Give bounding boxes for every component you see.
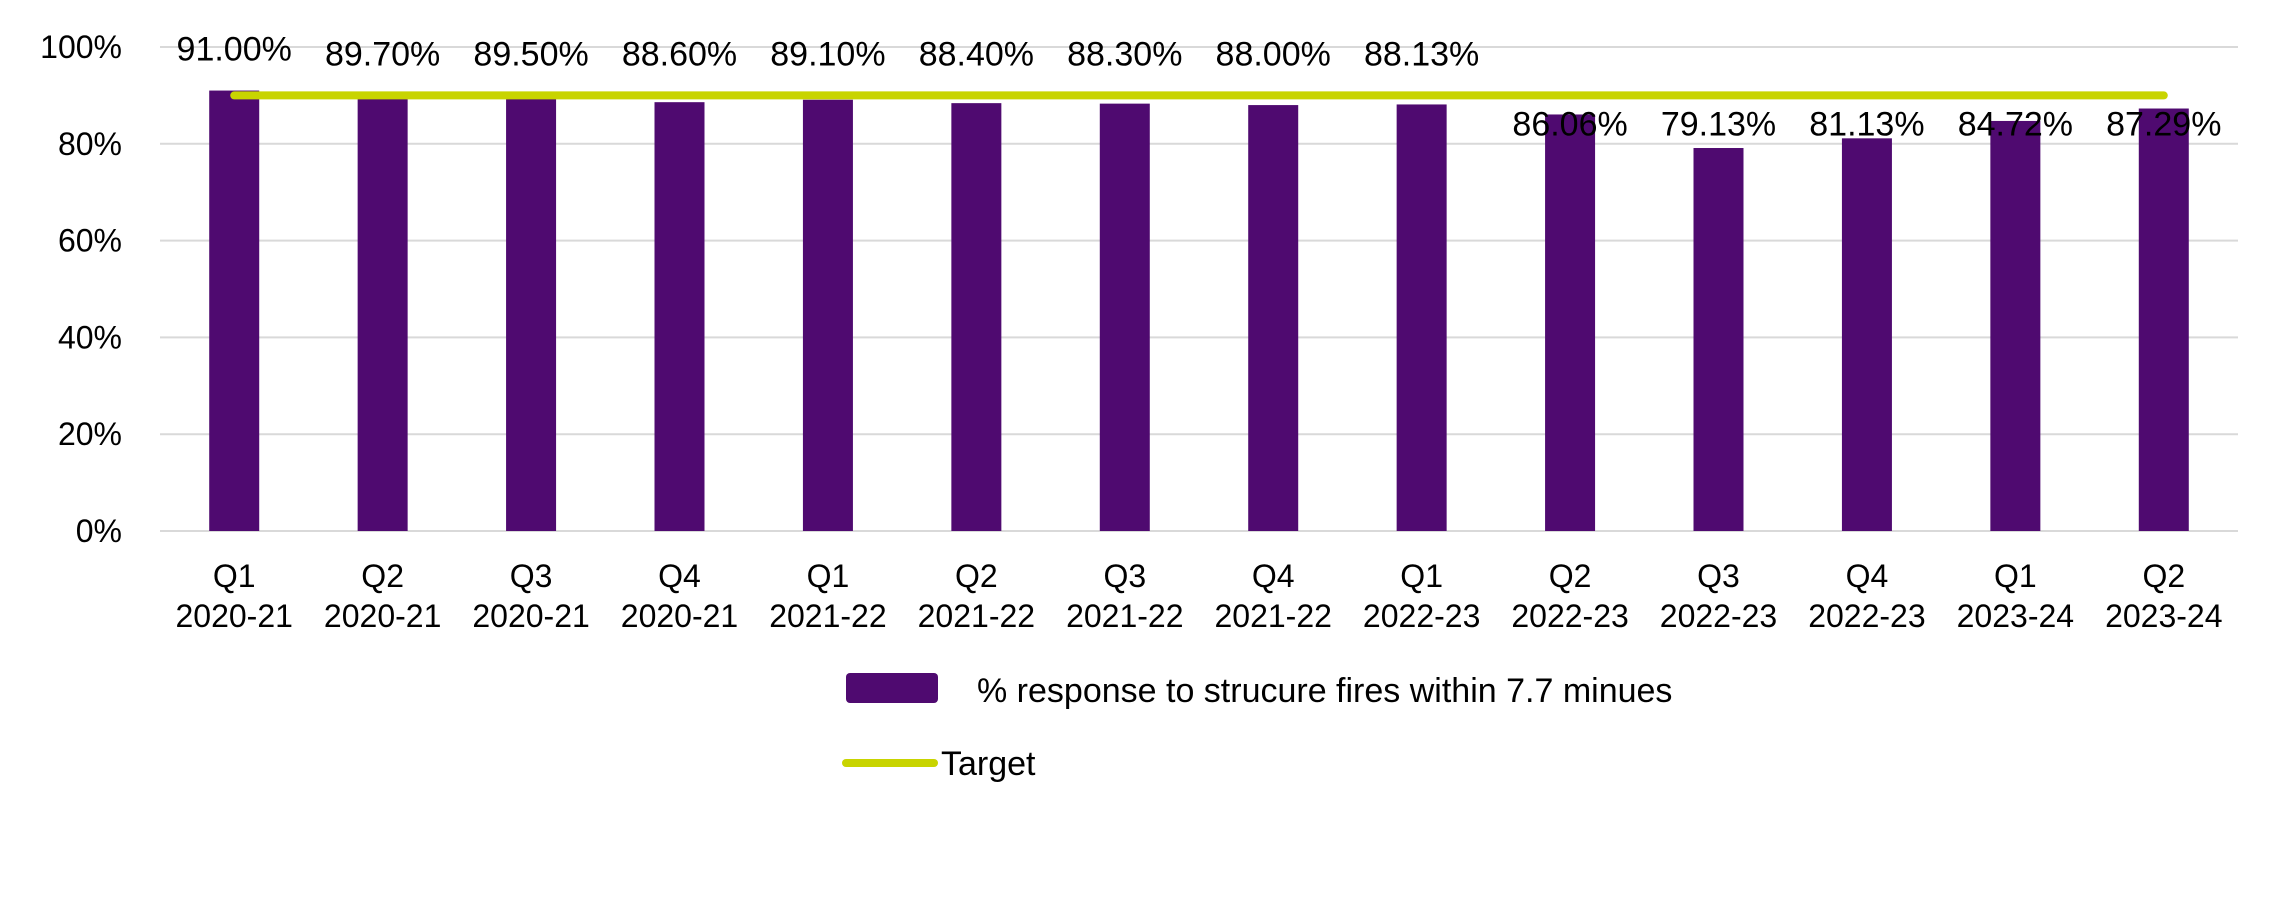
- bar: [1990, 120, 2041, 531]
- bar: [1841, 138, 1892, 531]
- data-label: 91.00%: [177, 31, 292, 69]
- data-label: 87.29%: [2106, 105, 2221, 143]
- x-tick-label-year: 2021-22: [1066, 598, 1183, 634]
- x-tick-label-quarter: Q3: [1697, 558, 1740, 594]
- data-label: 88.40%: [919, 35, 1034, 73]
- x-tick-label-year: 2021-22: [918, 598, 1035, 634]
- y-tick-label: 0%: [76, 513, 122, 549]
- x-tick-label-quarter: Q1: [1400, 558, 1443, 594]
- x-tick-label-year: 2023-24: [2105, 598, 2222, 634]
- bar: [654, 102, 705, 532]
- x-tick-label-quarter: Q4: [1252, 558, 1295, 594]
- bar: [506, 97, 557, 531]
- bar: [1693, 148, 1744, 531]
- bar: [1396, 104, 1447, 531]
- x-tick-label-quarter: Q1: [807, 558, 850, 594]
- x-tick-label-quarter: Q1: [1994, 558, 2037, 594]
- bar: [1545, 114, 1596, 531]
- data-label: 79.13%: [1661, 105, 1776, 143]
- data-label: 89.50%: [473, 35, 588, 73]
- x-tick-label-year: 2022-23: [1660, 598, 1777, 634]
- legend-bar-label: % response to strucure fires within 7.7 …: [977, 672, 1672, 710]
- y-tick-label: 20%: [58, 416, 122, 452]
- bar: [1099, 103, 1150, 532]
- legend-bar-swatch: [846, 673, 938, 703]
- x-tick-label-quarter: Q2: [361, 558, 404, 594]
- x-tick-label-year: 2020-21: [472, 598, 589, 634]
- legend-target-label: Target: [941, 745, 1036, 783]
- data-label: 88.00%: [1216, 35, 1331, 73]
- x-tick-label-year: 2020-21: [324, 598, 441, 634]
- x-tick-label-quarter: Q3: [510, 558, 553, 594]
- data-label: 81.13%: [1809, 105, 1924, 143]
- x-tick-label-year: 2021-22: [769, 598, 886, 634]
- bar: [2138, 108, 2189, 531]
- data-label: 86.06%: [1512, 105, 1627, 143]
- x-tick-label-year: 2022-23: [1808, 598, 1925, 634]
- data-label: 89.10%: [770, 35, 885, 73]
- x-tick-label-year: 2022-23: [1363, 598, 1480, 634]
- bar: [951, 103, 1002, 532]
- data-label: 88.60%: [622, 35, 737, 73]
- y-tick-label: 40%: [58, 319, 122, 355]
- x-tick-label-year: 2020-21: [175, 598, 292, 634]
- data-label: 89.70%: [325, 35, 440, 73]
- data-label: 84.72%: [1958, 105, 2073, 143]
- data-label: 88.13%: [1364, 35, 1479, 73]
- x-axis-tick-labels: Q1 2020-21 Q2 2020-21 Q3 2020-21 Q4 2020-21 Q1 20…: [175, 558, 2222, 634]
- x-tick-label-quarter: Q2: [1549, 558, 1592, 594]
- y-axis-tick-labels: 0% 20% 40% 60% 80% 100%: [40, 29, 122, 549]
- bar-series: [209, 90, 2189, 532]
- x-tick-label-quarter: Q3: [1103, 558, 1146, 594]
- x-tick-label-year: 2023-24: [1957, 598, 2074, 634]
- x-tick-label-year: 2022-23: [1511, 598, 1628, 634]
- legend: % response to strucure fires within 7.7 …: [842, 672, 1672, 783]
- data-label: 88.30%: [1067, 35, 1182, 73]
- x-tick-label-year: 2020-21: [621, 598, 738, 634]
- bar: [209, 90, 260, 531]
- y-tick-label: 100%: [40, 29, 122, 65]
- gridlines: [160, 46, 2238, 532]
- x-tick-label-quarter: Q2: [2142, 558, 2185, 594]
- data-labels: 91.00% 89.70% 89.50% 88.60% 89.10% 88.40% 88.3…: [177, 31, 2222, 144]
- x-tick-label-quarter: Q4: [658, 558, 701, 594]
- bar: [357, 96, 408, 532]
- x-tick-label-year: 2021-22: [1214, 598, 1331, 634]
- y-tick-label: 80%: [58, 126, 122, 162]
- bar: [1248, 105, 1299, 531]
- bar: [802, 99, 853, 532]
- y-tick-label: 60%: [58, 223, 122, 259]
- x-tick-label-quarter: Q1: [213, 558, 256, 594]
- x-tick-label-quarter: Q4: [1846, 558, 1889, 594]
- x-tick-label-quarter: Q2: [955, 558, 998, 594]
